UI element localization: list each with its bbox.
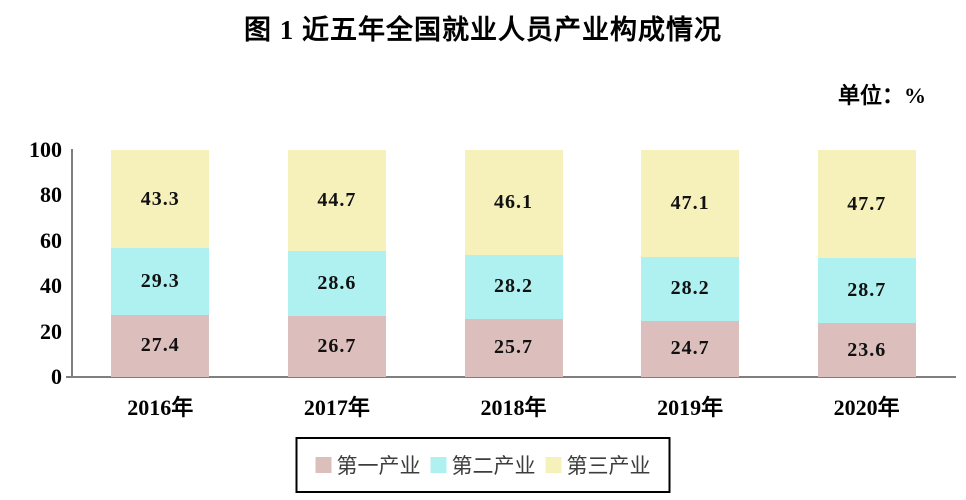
legend-label: 第二产业	[451, 454, 536, 478]
legend-item: 第一产业	[315, 450, 421, 480]
x-tick-label: 2016年	[127, 395, 194, 420]
legend-label: 第一产业	[336, 454, 421, 478]
y-tick-label: 60	[40, 227, 62, 253]
bar-segment: 28.2	[641, 256, 740, 321]
bar-segment: 28.6	[287, 251, 386, 317]
bar-segment: 23.6	[817, 323, 916, 377]
bar-value-label: 29.3	[140, 270, 180, 293]
y-tick-label: 80	[40, 182, 62, 208]
x-tick-label: 2020年	[833, 395, 900, 420]
bar-value-label: 27.4	[140, 334, 180, 357]
bar-value-label: 28.7	[847, 279, 887, 302]
legend-item: 第三产业	[545, 450, 651, 480]
y-tick-label: 100	[29, 137, 62, 162]
y-tick-label: 40	[40, 273, 62, 299]
bar-segment: 47.7	[817, 150, 916, 259]
bar-value-label: 47.1	[670, 191, 710, 214]
bar-value-label: 28.2	[670, 277, 710, 300]
bar-segment: 28.7	[817, 258, 916, 324]
x-tick-label: 2018年	[480, 395, 547, 420]
bar-segment: 47.1	[641, 150, 740, 257]
bar-segment: 26.7	[287, 316, 386, 377]
chart-title: 图 1 近五年全国就业人员产业构成情况	[244, 15, 722, 45]
bar-value-label: 26.7	[317, 335, 357, 358]
legend-item: 第二产业	[430, 450, 536, 480]
legend-swatch-icon	[545, 457, 562, 473]
y-tick-label: 0	[51, 364, 62, 389]
bar-value-label: 24.7	[670, 337, 710, 360]
bar-segment: 44.7	[287, 150, 386, 252]
bar-segment: 27.4	[111, 314, 210, 377]
bar-value-label: 28.2	[494, 275, 533, 298]
bar-value-label: 23.6	[847, 338, 887, 361]
bar-segment: 25.7	[464, 318, 563, 377]
bar-value-label: 47.7	[847, 192, 887, 215]
legend-swatch-icon	[430, 457, 447, 473]
legend-label: 第三产业	[566, 454, 651, 478]
bar-segment: 29.3	[111, 248, 210, 315]
bar-segment: 43.3	[111, 150, 210, 249]
bar-value-label: 43.3	[140, 187, 180, 210]
legend-swatch-icon	[315, 457, 332, 473]
y-tick-label: 20	[40, 318, 62, 344]
bar-segment: 24.7	[641, 320, 740, 377]
x-tick-label: 2017年	[303, 395, 370, 420]
bar-segment: 46.1	[464, 150, 563, 255]
bar-value-label: 46.1	[494, 190, 533, 213]
x-axis-line	[66, 376, 956, 378]
unit-label: 单位：%	[837, 83, 926, 108]
bar-segment: 28.2	[464, 254, 563, 319]
legend: 第一产业 第二产业 第三产业	[295, 437, 671, 493]
x-tick-label: 2019年	[657, 395, 724, 420]
bar-value-label: 28.6	[317, 272, 357, 295]
bar-value-label: 25.7	[494, 336, 533, 359]
bar-value-label: 44.7	[317, 189, 357, 212]
y-axis-line	[71, 149, 73, 378]
